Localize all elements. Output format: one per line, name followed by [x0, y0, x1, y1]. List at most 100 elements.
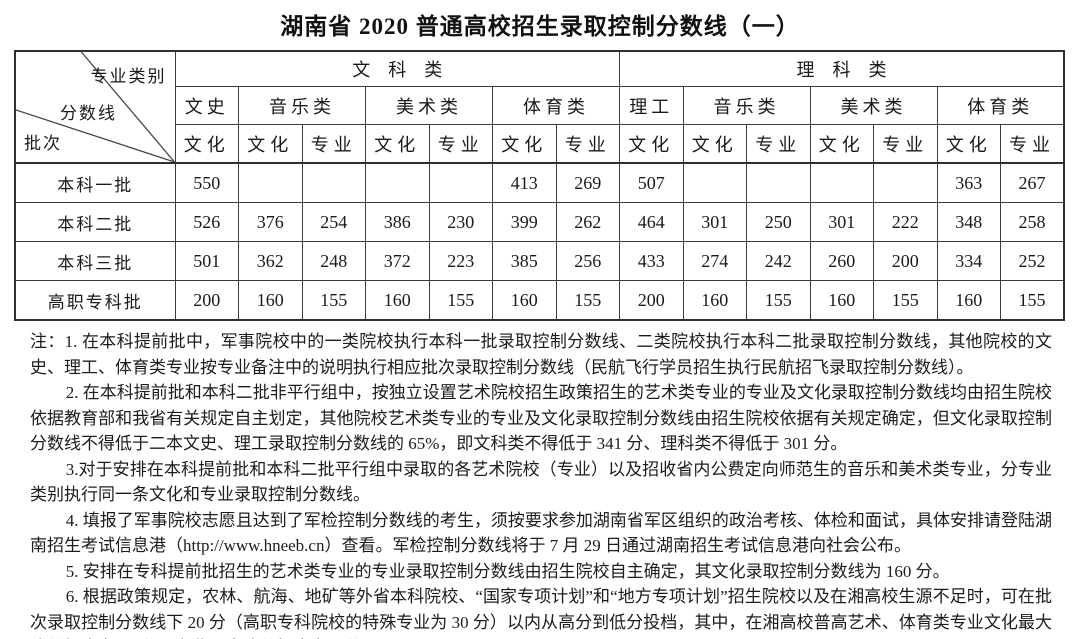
header-row-columns: 文化 文化 专业 文化 专业 文化 专业 文化 文化 专业 文化 专业 文化 专… — [15, 124, 1065, 164]
score-cell: 200 — [174, 280, 239, 321]
score-cell: 160 — [682, 280, 747, 321]
table-row: 本科二批 526 376 254 386 230 399 262 464 301 250 301 222… — [14, 202, 1065, 242]
batch-label: 高职专科批 — [14, 280, 176, 321]
score-cell: 372 — [365, 241, 430, 281]
score-cell: 501 — [174, 241, 239, 281]
subgroup-music-arts: 音乐类 — [238, 86, 366, 125]
score-cell: 155 — [1000, 280, 1065, 321]
score-cell: 362 — [238, 241, 303, 281]
score-cell: 258 — [1000, 202, 1065, 242]
note-item: 6. 根据政策规定，农林、航海、地矿等外省本科院校、“国家专项计划”和“地方专项… — [30, 587, 1052, 639]
subgroup-fineart-sci: 美术类 — [809, 86, 938, 125]
col-header: 专业 — [746, 124, 811, 164]
col-header: 文化 — [682, 124, 747, 164]
subgroup-ligong: 理工 — [619, 86, 684, 125]
subgroup-fineart-arts: 美术类 — [365, 86, 493, 125]
note-item: 5. 安排在专科提前批招生的艺术类专业的专业录取控制分数线由招生院校自主确定，其… — [65, 561, 950, 581]
score-cell: 385 — [492, 241, 557, 281]
score-cell — [301, 162, 366, 203]
score-cell: 386 — [365, 202, 430, 242]
score-cell: 200 — [873, 241, 938, 281]
col-header: 专业 — [428, 124, 493, 164]
page-title: 湖南省 2020 普通高校招生录取控制分数线（一） — [280, 14, 800, 39]
score-cell: 160 — [492, 280, 557, 321]
score-cell — [873, 162, 938, 203]
col-header: 专业 — [555, 124, 620, 164]
score-table-body: 本科一批 550 413 269 507 363 267 本科二批 526 376 254 386 23… — [14, 162, 1065, 321]
header-row-groups: 专业类别 分数线 批次 文 科 类 理 科 类 — [14, 50, 1065, 164]
score-cell: 262 — [555, 202, 620, 242]
score-cell: 155 — [428, 280, 493, 321]
score-cell — [682, 162, 747, 203]
score-cell: 252 — [1000, 241, 1065, 281]
score-cell: 399 — [492, 202, 557, 242]
score-cell: 230 — [428, 202, 493, 242]
table-row: 本科三批 501 362 248 372 223 385 256 433 274 242 260 200… — [14, 241, 1065, 281]
col-header: 文化 — [174, 124, 239, 164]
col-header: 文化 — [936, 124, 1001, 164]
batch-label: 本科三批 — [14, 241, 176, 281]
col-header: 文化 — [365, 124, 430, 164]
score-cell: 222 — [873, 202, 938, 242]
corner-label-batch: 批次 — [24, 134, 62, 153]
batch-label: 本科二批 — [14, 202, 176, 242]
header-row-subgroups: 文史 音乐类 美术类 体育类 理工 音乐类 美术类 体育类 — [15, 86, 1065, 125]
score-cell: 248 — [301, 241, 366, 281]
subgroup-music-sci: 音乐类 — [682, 86, 811, 125]
col-header: 专业 — [873, 124, 938, 164]
score-cell: 507 — [619, 162, 684, 203]
score-cell: 348 — [936, 202, 1001, 242]
col-header: 文化 — [619, 124, 684, 164]
note-item: 4. 填报了军事院校志愿且达到了军检控制分数线的考生，须按要求参加湖南省军区组织… — [30, 510, 1052, 556]
subgroup-sports-arts: 体育类 — [492, 86, 620, 125]
score-cell: 155 — [555, 280, 620, 321]
corner-label-category: 专业类别 — [90, 67, 167, 86]
score-cell: 301 — [809, 202, 874, 242]
score-cell: 155 — [746, 280, 811, 321]
score-cell: 160 — [365, 280, 430, 321]
score-cell: 269 — [555, 162, 620, 203]
score-cell: 413 — [492, 162, 557, 203]
notes-section: 注：1. 在本科提前批中，军事院校中的一类院校执行本科一批录取控制分数线、二类院… — [0, 321, 1080, 639]
score-cell: 376 — [238, 202, 303, 242]
col-header: 文化 — [492, 124, 557, 164]
score-cell — [746, 162, 811, 203]
score-cell: 274 — [682, 241, 747, 281]
score-cell: 363 — [936, 162, 1001, 203]
table-row: 本科一批 550 413 269 507 363 267 — [14, 162, 1065, 203]
corner-header-cell: 专业类别 分数线 批次 — [14, 50, 176, 164]
score-cell: 301 — [682, 202, 747, 242]
score-cell: 260 — [809, 241, 874, 281]
note-item: 注：1. 在本科提前批中，军事院校中的一类院校执行本科一批录取控制分数线、二类院… — [30, 332, 1052, 377]
score-cell — [428, 162, 493, 203]
subgroup-wenshi: 文史 — [174, 86, 239, 125]
score-cell: 155 — [873, 280, 938, 321]
score-cell: 160 — [238, 280, 303, 321]
score-table-header: 专业类别 分数线 批次 文 科 类 理 科 类 文史 音乐类 美术类 体育类 理… — [14, 50, 1065, 164]
col-header: 文化 — [809, 124, 874, 164]
score-cell: 200 — [619, 280, 684, 321]
col-header: 专业 — [1000, 124, 1065, 164]
score-cell: 464 — [619, 202, 684, 242]
score-cell: 526 — [174, 202, 239, 242]
score-cell: 242 — [746, 241, 811, 281]
corner-label-scoreline: 分数线 — [60, 104, 117, 123]
score-cell: 155 — [301, 280, 366, 321]
table-row: 高职专科批 200 160 155 160 155 160 155 200 160 155 160 15… — [14, 280, 1065, 321]
note-item: 3.对于安排在本科提前批和本科二批平行组中录取的各艺术院校（专业）以及招收省内公… — [30, 459, 1052, 505]
score-cell: 267 — [1000, 162, 1065, 203]
score-cell — [365, 162, 430, 203]
batch-label: 本科一批 — [14, 162, 176, 203]
score-cell: 334 — [936, 241, 1001, 281]
score-cell: 254 — [301, 202, 366, 242]
score-table: 专业类别 分数线 批次 文 科 类 理 科 类 文史 音乐类 美术类 体育类 理… — [14, 50, 1066, 321]
note-item: 2. 在本科提前批和本科二批非平行组中，按独立设置艺术院校招生政策招生的艺术类专… — [30, 383, 1052, 453]
score-cell — [238, 162, 303, 203]
group-header-science: 理 科 类 — [619, 50, 1065, 87]
score-cell: 160 — [936, 280, 1001, 321]
subgroup-sports-sci: 体育类 — [936, 86, 1065, 125]
score-cell: 223 — [428, 241, 493, 281]
score-cell: 250 — [746, 202, 811, 242]
score-cell — [809, 162, 874, 203]
